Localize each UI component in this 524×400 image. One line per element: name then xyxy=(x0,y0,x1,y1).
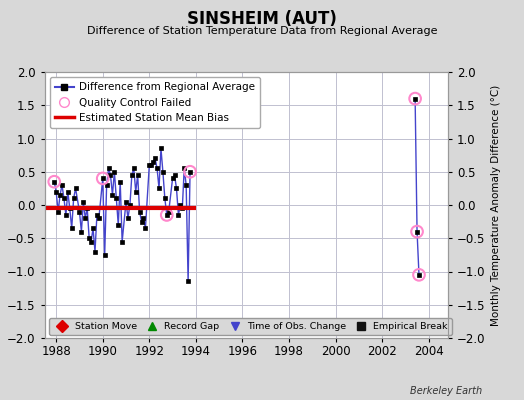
Point xyxy=(162,212,171,218)
Point xyxy=(99,175,107,182)
Point xyxy=(411,96,419,102)
Legend: Station Move, Record Gap, Time of Obs. Change, Empirical Break: Station Move, Record Gap, Time of Obs. C… xyxy=(49,318,452,335)
Point xyxy=(186,168,194,175)
Point xyxy=(50,178,59,185)
Text: SINSHEIM (AUT): SINSHEIM (AUT) xyxy=(187,10,337,28)
Text: Difference of Station Temperature Data from Regional Average: Difference of Station Temperature Data f… xyxy=(87,26,437,36)
Point xyxy=(413,228,421,235)
Text: Berkeley Earth: Berkeley Earth xyxy=(410,386,482,396)
Point xyxy=(415,272,423,278)
Y-axis label: Monthly Temperature Anomaly Difference (°C): Monthly Temperature Anomaly Difference (… xyxy=(491,84,501,326)
